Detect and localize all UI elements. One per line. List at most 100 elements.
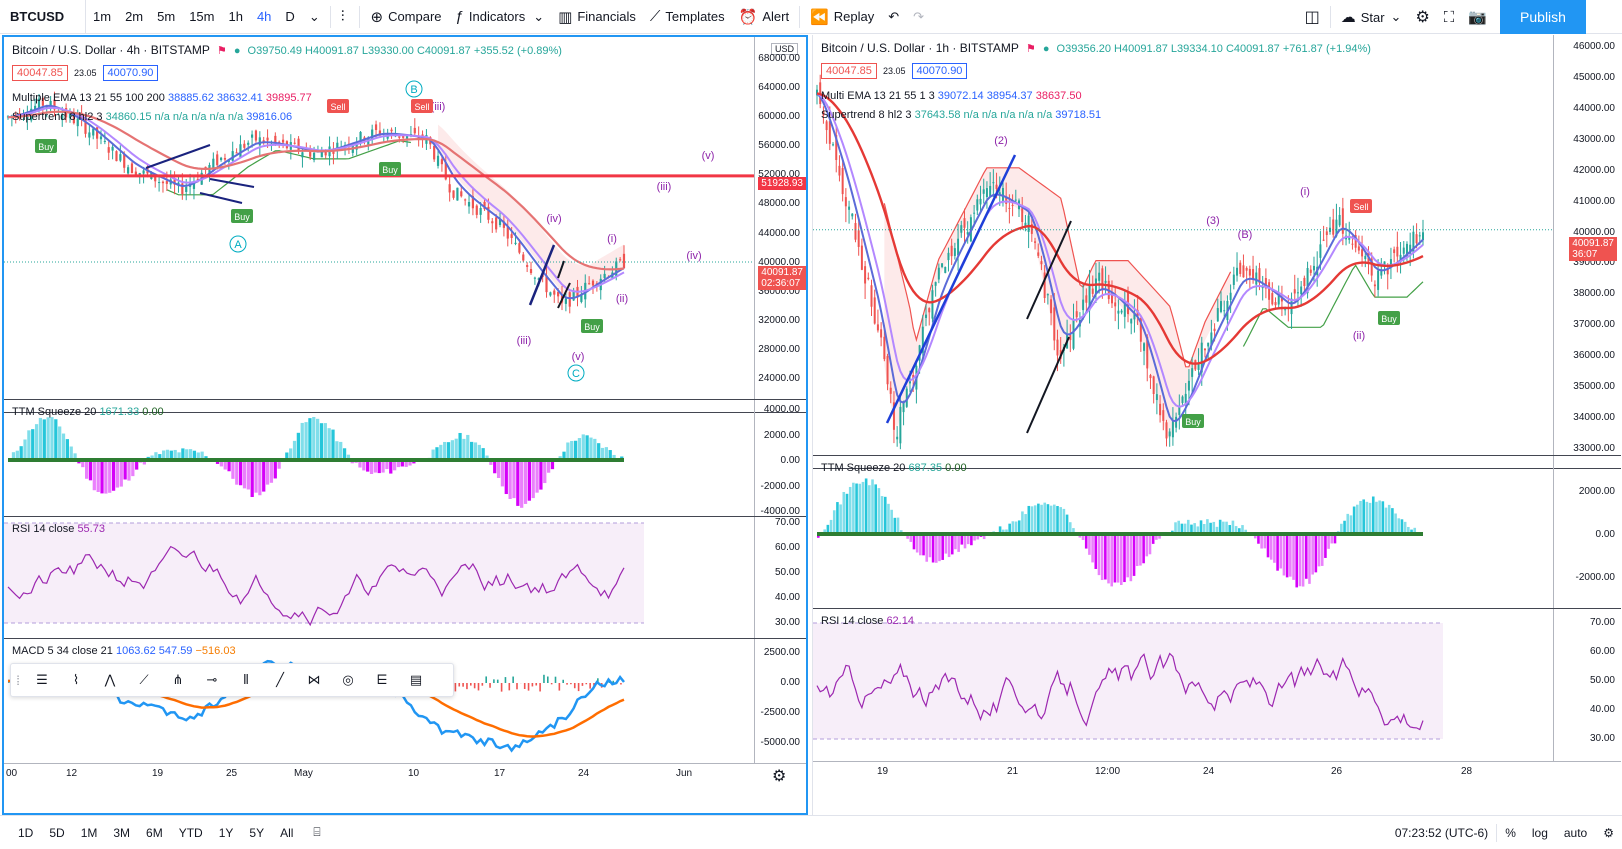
left-macd-canvas[interactable] [4, 639, 754, 763]
trend-line-drawing[interactable] [1026, 336, 1070, 434]
interval-d[interactable]: D [285, 9, 295, 24]
left-price-pane[interactable]: (v) (iii) (iv) (iii) (v) (iv) (i) (ii) (iii) B A C B… [4, 37, 806, 413]
channel-tool[interactable]: ⋿ [365, 665, 399, 695]
interval-15m[interactable]: 15m [189, 9, 215, 24]
symbol-title[interactable]: Bitcoin / U.S. Dollar · 4h · BITSTAMP [12, 43, 210, 57]
left-macd-scale[interactable]: 2500.00 0.00 -2500.00 -5000.00 [754, 639, 806, 763]
symbol-search[interactable]: BTCUSD [0, 0, 86, 34]
range-1y[interactable]: 1Y [218, 825, 234, 840]
supertrend-legend[interactable]: Supertrend 8 hl2 3 34860.15 n/a n/a n/a … [12, 111, 292, 123]
range-all[interactable]: All [280, 825, 294, 840]
trend-line-drawing[interactable] [199, 192, 243, 204]
trend-line-drawing[interactable] [528, 244, 556, 306]
trend-line-drawing[interactable] [557, 260, 565, 279]
indicators-button[interactable]: ƒ Indicators ⌄ [449, 0, 552, 34]
trend-line-drawing[interactable] [1026, 220, 1072, 320]
interval-2m[interactable]: 2m [125, 9, 144, 24]
range-3m[interactable]: 3M [113, 825, 131, 840]
interval-1h[interactable]: 1h [228, 9, 243, 24]
flag-icon[interactable]: ⚑ [1025, 43, 1036, 55]
bid-price[interactable]: 40047.85 [12, 65, 68, 81]
trend-line-drawing[interactable] [145, 144, 211, 169]
publish-button[interactable]: Publish [1500, 0, 1586, 34]
star-button[interactable]: ☁ Star ⌄ [1334, 0, 1409, 34]
undo-button[interactable]: ↶ [881, 0, 906, 34]
right-ttm-canvas[interactable] [813, 456, 1553, 609]
left-time-axis[interactable]: 00 12 19 25 May 10 17 24 Jun ⚙ [4, 763, 806, 785]
spiral-tool[interactable]: ◎ [331, 665, 365, 695]
redo-button[interactable]: ↷ [906, 0, 931, 34]
ask-price[interactable]: 40070.90 [102, 65, 159, 81]
left-rsi-canvas[interactable] [4, 517, 754, 639]
scale-settings-icon[interactable]: ⚙ [1603, 826, 1614, 840]
gann-tool[interactable]: ▤ [399, 665, 433, 695]
fib-retracement-tool[interactable]: ☰ [25, 665, 59, 695]
snapshot-button[interactable]: 📷 [1461, 0, 1494, 34]
range-5d[interactable]: 5D [49, 825, 65, 840]
left-ttm-pane[interactable]: 4000.00 2000.00 0.00 -2000.00 -4000.00 TTM S… [4, 399, 806, 517]
rsi-legend[interactable]: RSI 14 close 62.14 [821, 615, 914, 627]
ttm-legend[interactable]: TTM Squeeze 20 687.35 0.00 [821, 462, 967, 474]
vertical-lines-tool[interactable]: ⦀ [229, 665, 263, 695]
pitchfork-tool[interactable]: ⋔ [161, 665, 195, 695]
range-ytd[interactable]: YTD [178, 825, 203, 840]
trend-line-drawing[interactable] [209, 178, 255, 188]
macd-legend[interactable]: MACD 5 34 close 21 1063.62 547.59 −516.0… [12, 645, 236, 657]
trend-line-drawing[interactable] [557, 282, 571, 309]
range-1m[interactable]: 1M [80, 825, 98, 840]
supertrend-legend[interactable]: Supertrend 8 hl2 3 37643.58 n/a n/a n/a … [821, 109, 1101, 121]
trend-line-tool[interactable]: ⟋ [127, 665, 161, 695]
percent-toggle[interactable]: % [1505, 826, 1516, 840]
right-ttm-pane[interactable]: 2000.00 0.00 -2000.00 TTM Squeeze 20 687.3… [813, 455, 1621, 609]
elliott-impulse-tool[interactable]: ⌇ [59, 665, 93, 695]
left-price-canvas[interactable]: (v) (iii) (iv) (iii) (v) (iv) (i) (ii) (iii) B A C B… [4, 37, 754, 413]
clock[interactable]: 07:23:52 (UTC-6) [1394, 826, 1489, 840]
auto-toggle[interactable]: auto [1563, 826, 1588, 840]
interval-dropdown[interactable]: ⌄ [302, 0, 327, 34]
interval-1m[interactable]: 1m [93, 9, 112, 24]
replay-button[interactable]: ⏪ Replay [803, 0, 881, 34]
left-chart-panel[interactable]: (v) (iii) (iv) (iii) (v) (iv) (i) (ii) (iii) B A C B… [2, 35, 808, 815]
right-time-axis[interactable]: 19 21 12:00 24 26 28 [813, 761, 1621, 783]
log-toggle[interactable]: log [1531, 826, 1548, 840]
range-6m[interactable]: 6M [146, 825, 163, 840]
rsi-legend[interactable]: RSI 14 close 55.73 [12, 523, 105, 535]
ttm-legend[interactable]: TTM Squeeze 20 1671.33 0.00 [12, 406, 164, 418]
right-rsi-scale[interactable]: 70.00 60.00 50.00 40.00 30.00 [1553, 609, 1621, 761]
right-rsi-pane[interactable]: 70.00 60.00 50.00 40.00 30.00 RSI 14 close 6… [813, 609, 1621, 761]
left-rsi-pane[interactable]: 70.00 60.00 50.00 40.00 30.00 RSI 14 close 5… [4, 517, 806, 639]
left-ttm-canvas[interactable] [4, 400, 754, 517]
flag-icon[interactable]: ⚑ [216, 45, 227, 57]
ask-price[interactable]: 40070.90 [911, 63, 968, 79]
alert-button[interactable]: ⏰ Alert [732, 0, 796, 34]
ema-legend[interactable]: Multi EMA 13 21 55 1 3 39072.14 38954.37… [821, 90, 1082, 102]
gear-icon[interactable]: ⚙ [772, 768, 787, 785]
pattern-tool[interactable]: ⋈ [297, 665, 331, 695]
right-price-pane[interactable]: (i) (ii) (2) (3) (B) Sell Buy Buy 46000.00 45000… [813, 35, 1621, 469]
left-price-scale[interactable]: USD 68000.00 64000.00 60000.00 56000.00 5200… [754, 37, 806, 412]
range-1d[interactable]: 1D [18, 825, 34, 840]
trend-line-drawing[interactable] [885, 154, 1017, 424]
right-chart-panel[interactable]: (i) (ii) (2) (3) (B) Sell Buy Buy 46000.00 45000… [812, 35, 1621, 815]
financials-button[interactable]: ▥ Financials [551, 0, 643, 34]
fullscreen-button[interactable]: ⛶ [1437, 0, 1462, 34]
date-range-icon[interactable]: ⌸ [313, 825, 321, 839]
right-price-scale[interactable]: 46000.00 45000.00 44000.00 43000.00 42000.00… [1553, 35, 1621, 468]
currency-badge[interactable]: USD [770, 43, 798, 55]
horizontal-ray-tool[interactable]: ⊸ [195, 665, 229, 695]
left-ttm-scale[interactable]: 4000.00 2000.00 0.00 -2000.00 -4000.00 [754, 400, 806, 516]
interval-4h[interactable]: 4h [256, 9, 272, 24]
settings-button[interactable]: ⚙ [1408, 0, 1436, 34]
elliott-correction-tool[interactable]: ⋀ [93, 665, 127, 695]
range-5y[interactable]: 5Y [249, 825, 265, 840]
right-price-canvas[interactable]: (i) (ii) (2) (3) (B) Sell Buy Buy [813, 35, 1553, 469]
symbol-title[interactable]: Bitcoin / U.S. Dollar · 1h · BITSTAMP [821, 41, 1019, 55]
right-rsi-canvas[interactable] [813, 609, 1553, 761]
left-macd-pane[interactable]: 2500.00 0.00 -2500.00 -5000.00 MACD 5 34 cl… [4, 639, 806, 763]
drag-handle[interactable]: ⁞ [16, 672, 20, 688]
layout-button[interactable]: ◫ [1298, 0, 1327, 34]
bid-price[interactable]: 40047.85 [821, 63, 877, 79]
compare-button[interactable]: ⊕ Compare [363, 0, 448, 34]
right-ttm-scale[interactable]: 2000.00 0.00 -2000.00 [1553, 456, 1621, 608]
ray-tool[interactable]: ╱ [263, 665, 297, 695]
